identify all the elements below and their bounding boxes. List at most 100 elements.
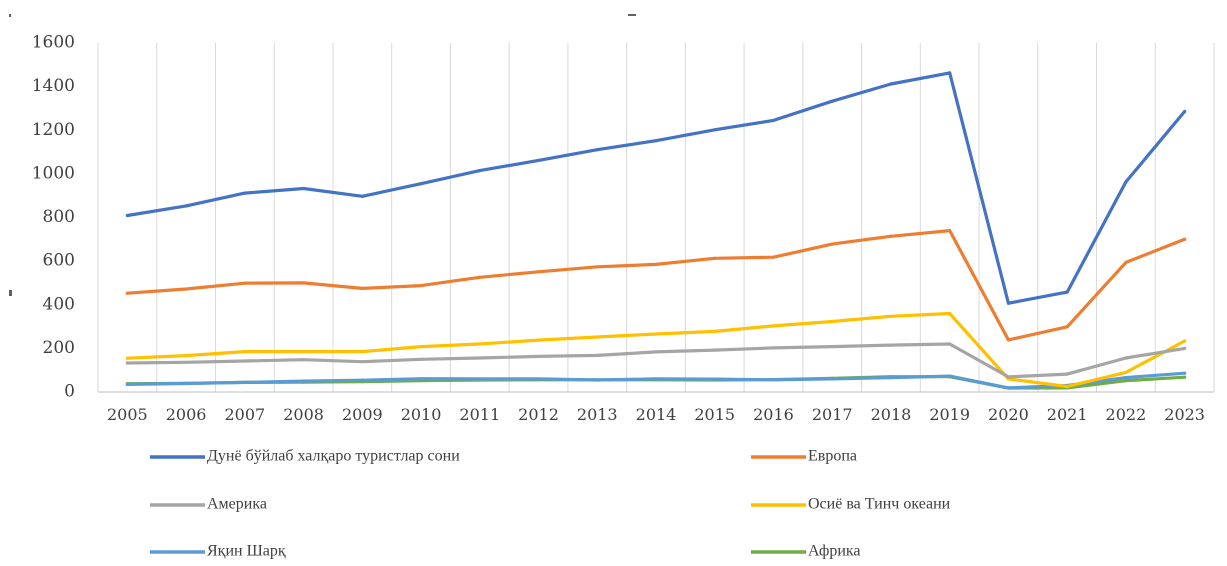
y-tick-label-1200: 1200 — [32, 120, 75, 140]
data-point-0-2011 — [478, 169, 482, 173]
data-point-0-2019 — [948, 71, 952, 75]
data-point-1-2006 — [184, 287, 188, 291]
data-point-3-2019 — [948, 311, 952, 316]
data-point-2-2018 — [889, 343, 893, 347]
data-point-0-2009 — [360, 194, 364, 198]
data-point-1-2005 — [125, 291, 129, 295]
data-point-1-2010 — [419, 283, 423, 288]
x-tick-label-2021: 2021 — [1047, 405, 1088, 424]
data-point-2-2005 — [125, 361, 129, 365]
data-point-4-2016 — [771, 378, 776, 382]
x-tick-label-2013: 2013 — [577, 405, 618, 424]
data-point-3-2021 — [1065, 384, 1069, 389]
x-tick-label-2017: 2017 — [812, 405, 853, 424]
data-point-0-2020 — [1006, 301, 1011, 305]
data-point-4-2015 — [713, 377, 717, 381]
data-point-4-2005 — [125, 382, 129, 386]
data-point-3-2009 — [360, 350, 364, 354]
legend: Дунё бўйлаб халқаро туристлар сони Европа… — [150, 448, 951, 560]
x-tick-label-2008: 2008 — [283, 405, 324, 424]
x-tick-label-2012: 2012 — [518, 405, 559, 424]
data-point-2-2006 — [184, 360, 188, 364]
data-point-2-2013 — [595, 353, 599, 357]
data-point-4-2022 — [1124, 376, 1128, 380]
x-tick-label-2023: 2023 — [1164, 405, 1205, 424]
data-point-5-2023 — [1183, 375, 1187, 379]
x-tick-label-2007: 2007 — [224, 405, 265, 424]
data-point-4-2013 — [595, 378, 599, 382]
data-point-4-2009 — [360, 378, 364, 382]
data-point-4-2023 — [1183, 371, 1187, 375]
y-axis-ticks: 0 200 400 600 800 1000 1200 1400 1600 — [32, 33, 75, 402]
data-point-2-2009 — [360, 360, 364, 364]
x-tick-label-2020: 2020 — [988, 405, 1029, 424]
data-point-1-2020 — [1006, 338, 1011, 342]
data-point-3-2015 — [713, 329, 717, 333]
data-point-1-2022 — [1124, 260, 1128, 265]
x-tick-label-2006: 2006 — [166, 405, 207, 424]
series-line-0 — [125, 71, 1187, 305]
legend-item-4: Яқин Шарқ — [150, 543, 286, 560]
artifact-mark-top-left — [9, 14, 11, 17]
data-point-0-2016 — [771, 118, 776, 123]
data-point-5-2022 — [1124, 379, 1128, 383]
series-4 — [125, 371, 1187, 390]
data-point-1-2012 — [536, 270, 541, 274]
grid — [97, 43, 1215, 393]
edge-artifacts — [9, 14, 636, 296]
y-tick-label-400: 400 — [43, 294, 75, 314]
data-point-3-2017 — [830, 319, 834, 324]
series-line-2 — [125, 342, 1187, 379]
series-2 — [125, 342, 1187, 379]
y-tick-label-1000: 1000 — [32, 163, 75, 183]
data-point-0-2008 — [301, 186, 306, 191]
data-point-1-2017 — [830, 242, 834, 246]
data-point-3-2005 — [125, 356, 129, 360]
data-point-0-2018 — [889, 82, 893, 86]
data-point-0-2021 — [1065, 290, 1069, 294]
data-point-0-2007 — [243, 191, 247, 195]
data-point-3-2008 — [301, 350, 306, 354]
legend-label-5: Африка — [808, 543, 861, 560]
data-point-0-2006 — [184, 204, 188, 208]
data-point-3-2013 — [595, 335, 599, 339]
data-point-2-2021 — [1065, 372, 1069, 376]
x-tick-label-2014: 2014 — [636, 405, 677, 424]
x-axis-ticks: 2005 2006 2007 2008 2009 2010 2011 2012 2013 2014… — [107, 405, 1205, 424]
y-tick-label-1400: 1400 — [32, 76, 75, 96]
data-point-3-2012 — [536, 338, 541, 342]
x-tick-label-2010: 2010 — [401, 405, 442, 424]
data-point-2-2007 — [243, 359, 247, 363]
artifact-mark-left — [9, 290, 12, 296]
data-point-1-2009 — [360, 286, 364, 290]
data-point-4-2006 — [184, 381, 188, 386]
x-tick-label-2015: 2015 — [694, 405, 735, 424]
data-point-0-2005 — [125, 213, 129, 218]
data-point-1-2008 — [301, 281, 306, 285]
data-point-4-2020 — [1006, 386, 1011, 390]
data-point-0-2023 — [1183, 109, 1187, 114]
data-point-2-2014 — [654, 350, 658, 354]
legend-label-2: Америка — [207, 496, 267, 513]
data-point-1-2018 — [889, 234, 893, 238]
data-point-4-2018 — [889, 376, 893, 380]
data-point-1-2023 — [1183, 237, 1187, 241]
series-0 — [125, 71, 1187, 305]
data-point-4-2012 — [536, 377, 541, 381]
data-point-2-2020 — [1006, 375, 1011, 379]
data-point-2-2022 — [1124, 356, 1128, 360]
data-point-3-2023 — [1183, 339, 1187, 343]
x-tick-label-2018: 2018 — [871, 405, 912, 424]
x-tick-label-2005: 2005 — [107, 405, 148, 424]
data-point-4-2019 — [948, 374, 952, 378]
legend-label-3: Осиё ва Тинч океани — [808, 496, 951, 513]
data-point-3-2014 — [654, 332, 658, 336]
data-point-0-2010 — [419, 182, 423, 186]
data-point-2-2023 — [1183, 346, 1187, 350]
artifact-mark-top-center — [628, 14, 636, 16]
data-point-1-2019 — [948, 228, 952, 233]
legend-label-4: Яқин Шарқ — [207, 543, 286, 560]
data-point-1-2015 — [713, 256, 717, 260]
data-point-1-2013 — [595, 265, 599, 269]
